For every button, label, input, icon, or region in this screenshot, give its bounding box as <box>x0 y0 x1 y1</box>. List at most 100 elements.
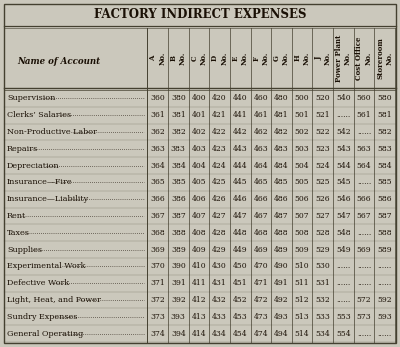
Text: 524: 524 <box>316 162 330 170</box>
Text: 411: 411 <box>192 279 206 287</box>
Text: Supplies: Supplies <box>7 246 42 254</box>
Text: ......: ...... <box>357 128 371 136</box>
Text: Insurance—Liability: Insurance—Liability <box>7 195 89 203</box>
Text: 364: 364 <box>150 162 165 170</box>
Text: 567: 567 <box>357 212 371 220</box>
Text: 532: 532 <box>315 296 330 304</box>
Text: 466: 466 <box>254 195 268 203</box>
Text: 401: 401 <box>192 111 206 119</box>
Text: 582: 582 <box>377 128 392 136</box>
Text: 428: 428 <box>212 229 227 237</box>
Text: 468: 468 <box>254 229 268 237</box>
Text: 488: 488 <box>274 229 289 237</box>
Text: 410: 410 <box>192 262 206 270</box>
Text: ......: ...... <box>357 229 371 237</box>
Text: 371: 371 <box>150 279 165 287</box>
Text: 362: 362 <box>150 128 165 136</box>
Text: 586: 586 <box>377 195 392 203</box>
Text: 369: 369 <box>150 246 165 254</box>
Text: 544: 544 <box>336 162 351 170</box>
Text: F
No.: F No. <box>252 51 270 65</box>
Text: Depreciation: Depreciation <box>7 162 60 170</box>
Text: 403: 403 <box>192 145 206 153</box>
Text: 370: 370 <box>150 262 165 270</box>
Text: 406: 406 <box>192 195 206 203</box>
Text: 564: 564 <box>357 162 371 170</box>
Text: 424: 424 <box>212 162 227 170</box>
Text: E
No.: E No. <box>232 51 249 65</box>
Text: 423: 423 <box>212 145 227 153</box>
Text: ......: ...... <box>336 262 350 270</box>
Text: 501: 501 <box>295 111 310 119</box>
Text: 481: 481 <box>274 111 289 119</box>
Text: 448: 448 <box>233 229 248 237</box>
Text: 487: 487 <box>274 212 289 220</box>
Text: 513: 513 <box>295 313 310 321</box>
Text: 405: 405 <box>192 178 206 186</box>
Text: 486: 486 <box>274 195 289 203</box>
Text: 546: 546 <box>336 195 351 203</box>
Text: 412: 412 <box>192 296 206 304</box>
Text: ......: ...... <box>378 262 392 270</box>
Text: 485: 485 <box>274 178 289 186</box>
Text: 407: 407 <box>192 212 206 220</box>
Text: 380: 380 <box>171 94 186 102</box>
Text: J
No.: J No. <box>314 51 331 65</box>
Text: 584: 584 <box>377 162 392 170</box>
Text: ......: ...... <box>357 279 371 287</box>
Text: 425: 425 <box>212 178 227 186</box>
Text: ......: ...... <box>336 111 350 119</box>
Text: 523: 523 <box>315 145 330 153</box>
Text: 545: 545 <box>336 178 351 186</box>
Text: 426: 426 <box>212 195 227 203</box>
Text: Name of Account: Name of Account <box>18 57 101 66</box>
Text: 372: 372 <box>150 296 165 304</box>
Text: 452: 452 <box>233 296 248 304</box>
Text: 489: 489 <box>274 246 289 254</box>
Text: D
No.: D No. <box>211 51 228 65</box>
Text: 534: 534 <box>315 330 330 338</box>
Text: Sundry Expenses: Sundry Expenses <box>7 313 77 321</box>
Text: ......: ...... <box>357 330 371 338</box>
Text: 522: 522 <box>316 128 330 136</box>
Text: 451: 451 <box>233 279 248 287</box>
Text: 408: 408 <box>192 229 206 237</box>
Text: Defective Work: Defective Work <box>7 279 69 287</box>
Text: 531: 531 <box>315 279 330 287</box>
Text: 494: 494 <box>274 330 289 338</box>
Text: 449: 449 <box>233 246 248 254</box>
Text: 508: 508 <box>295 229 310 237</box>
Text: 533: 533 <box>315 313 330 321</box>
Text: 580: 580 <box>377 94 392 102</box>
Text: 581: 581 <box>377 111 392 119</box>
Text: 413: 413 <box>192 313 206 321</box>
Text: 394: 394 <box>171 330 186 338</box>
Text: 554: 554 <box>336 330 351 338</box>
Text: 473: 473 <box>254 313 268 321</box>
Text: 400: 400 <box>192 94 206 102</box>
Text: General Operating: General Operating <box>7 330 83 338</box>
Text: 446: 446 <box>233 195 248 203</box>
Text: 390: 390 <box>171 262 186 270</box>
Text: 511: 511 <box>295 279 310 287</box>
Text: 572: 572 <box>357 296 371 304</box>
Text: 548: 548 <box>336 229 351 237</box>
Text: 491: 491 <box>274 279 289 287</box>
Text: 504: 504 <box>295 162 310 170</box>
Text: 464: 464 <box>254 162 268 170</box>
Text: 386: 386 <box>171 195 186 203</box>
Text: 433: 433 <box>212 313 227 321</box>
Text: 385: 385 <box>171 178 186 186</box>
Text: 430: 430 <box>212 262 227 270</box>
Text: Rent: Rent <box>7 212 26 220</box>
Text: 480: 480 <box>274 94 289 102</box>
Text: H
No.: H No. <box>294 51 311 65</box>
Text: 363: 363 <box>150 145 165 153</box>
Text: 393: 393 <box>171 313 186 321</box>
Text: 469: 469 <box>254 246 268 254</box>
Text: 384: 384 <box>171 162 186 170</box>
Text: Taxes: Taxes <box>7 229 30 237</box>
Text: 434: 434 <box>212 330 227 338</box>
Text: 454: 454 <box>233 330 248 338</box>
Text: Cost Office
No.: Cost Office No. <box>356 36 373 80</box>
